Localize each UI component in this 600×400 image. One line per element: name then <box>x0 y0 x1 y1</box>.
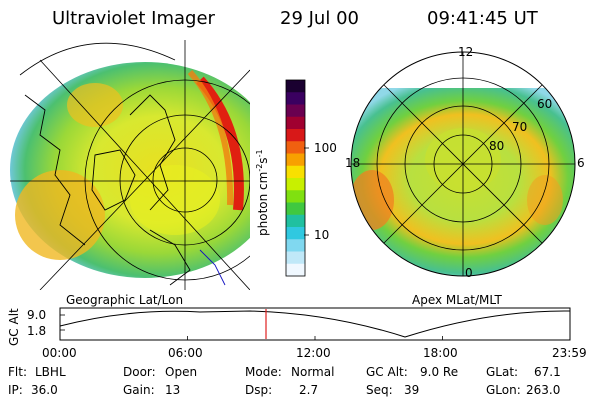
mode-value: Normal <box>291 365 335 379</box>
colorbar-stripe <box>286 263 305 277</box>
colorbar-stripe <box>286 178 305 191</box>
colorbar-stripe <box>286 227 305 240</box>
ip-label: IP: <box>8 383 23 397</box>
gain-label: Gain: <box>123 383 155 397</box>
colorbar-border <box>285 79 306 277</box>
left-panel-label: Geographic Lat/Lon <box>66 293 184 307</box>
door-label: Door: <box>123 365 156 379</box>
colorbar-tick-10: 10 <box>314 228 330 242</box>
mode-label: Mode: <box>245 365 282 379</box>
glat-value: 67.1 <box>534 365 561 379</box>
seq-value: 39 <box>404 383 420 397</box>
mlt-polar-image <box>350 51 576 277</box>
mlt-label-0: 0 <box>465 266 473 280</box>
colorbar-stripe <box>286 129 305 142</box>
timeline-ytick-high: 9.0 <box>27 308 47 322</box>
filter-value: LBHL <box>35 365 66 379</box>
colorbar-stripe <box>286 165 305 179</box>
timeline-ylabel: GC Alt <box>7 308 21 346</box>
colorbar-stripe <box>286 202 305 216</box>
colorbar-stripe <box>286 239 305 252</box>
mlt-label-6: 6 <box>577 156 585 170</box>
colorbar-stripe <box>286 214 305 228</box>
timeline-xtick-1200: 12:00 <box>296 346 331 360</box>
timeline-frame <box>59 307 571 341</box>
mlt-label-12: 12 <box>458 45 474 59</box>
time-label: 09:41:45 UT <box>427 8 538 29</box>
gcalt-value: 9.0 Re <box>420 365 459 379</box>
mlt-label-18: 18 <box>345 156 361 170</box>
colorbar-stripe <box>286 153 305 167</box>
date-label: 29 Jul 00 <box>280 8 359 29</box>
colorbar-stripe <box>286 104 305 118</box>
colorbar-stripe <box>286 80 305 93</box>
colorbar-stripe <box>286 92 305 105</box>
orbit-altitude-curve <box>59 310 571 338</box>
timeline-ytick-low: 1.8 <box>27 324 47 338</box>
glon-label: GLon: <box>486 383 521 397</box>
colorbar-stripe <box>286 141 305 154</box>
colorbar-unit-label: photon cm-2s-1 <box>255 149 270 236</box>
right-panel-label: Apex MLat/MLT <box>412 293 502 307</box>
timeline-xtick-1800: 18:00 <box>423 346 458 360</box>
instrument-title: Ultraviolet Imager <box>52 8 215 29</box>
geographic-image <box>10 40 250 290</box>
colorbar-stripe <box>286 190 305 203</box>
colorbar-tick-100: 100 <box>314 141 337 155</box>
timeline-xtick-2359: 23:59 <box>552 346 587 360</box>
mlat-label-80: 80 <box>489 139 505 153</box>
gain-value: 13 <box>165 383 181 397</box>
ip-value: 36.0 <box>31 383 58 397</box>
colorbar-stripe <box>286 116 305 130</box>
seq-label: Seq: <box>366 383 393 397</box>
timeline-xtick-0600: 06:00 <box>168 346 203 360</box>
timeline-xtick-0000: 00:00 <box>42 346 77 360</box>
mlat-label-70: 70 <box>512 120 528 134</box>
filter-label: Flt: <box>8 365 27 379</box>
graticule-arc <box>19 42 176 76</box>
glon-value: 263.0 <box>526 383 561 397</box>
colorbar-stripe <box>286 251 305 265</box>
mlat-label-60: 60 <box>537 97 553 111</box>
dsp-label: Dsp: <box>245 383 273 397</box>
dsp-value: 2.7 <box>299 383 319 397</box>
glat-label: GLat: <box>486 365 519 379</box>
gcalt-label: GC Alt: <box>366 365 408 379</box>
door-value: Open <box>165 365 198 379</box>
colorbar <box>285 79 306 277</box>
